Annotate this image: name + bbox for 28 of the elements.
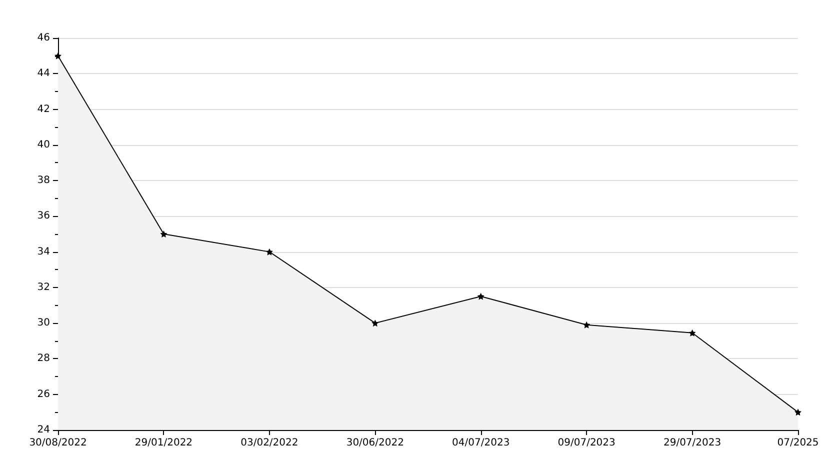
point: [794, 408, 802, 416]
y-tick-label: 38: [37, 175, 50, 186]
point: [160, 230, 168, 238]
x-tick-label: 30/08/2022: [29, 438, 87, 448]
point: [688, 329, 696, 336]
y-tick-label: 26: [37, 388, 50, 400]
y-tick-label: 34: [37, 246, 50, 258]
point: [266, 248, 273, 256]
point: [583, 321, 590, 328]
x-tick-label: 29/01/2022: [134, 438, 193, 448]
point: [372, 320, 379, 327]
y-tick-label: 42: [37, 104, 50, 115]
y-tick-label: 36: [37, 210, 50, 222]
y-tick-label: 44: [37, 68, 50, 80]
x-tick-label: 03/02/2022: [240, 438, 298, 448]
y-tick-label: 24: [37, 424, 50, 436]
x-tick-label: 09/07/2023: [558, 438, 616, 448]
point: [477, 292, 484, 300]
x-tick-label: 30/06/2022: [346, 438, 404, 448]
y-tick-label: 28: [37, 353, 50, 364]
point: [54, 52, 62, 60]
y-tick-label: 40: [37, 139, 50, 150]
x-tick-label: 07/2025: [777, 438, 819, 448]
x-tick-label: 04/07/2023: [452, 438, 510, 448]
y-tick-label: 46: [37, 32, 50, 44]
y-tick-label: 30: [37, 318, 50, 329]
y-tick-label: 32: [37, 282, 50, 293]
x-tick-label: 29/07/2023: [663, 438, 722, 448]
